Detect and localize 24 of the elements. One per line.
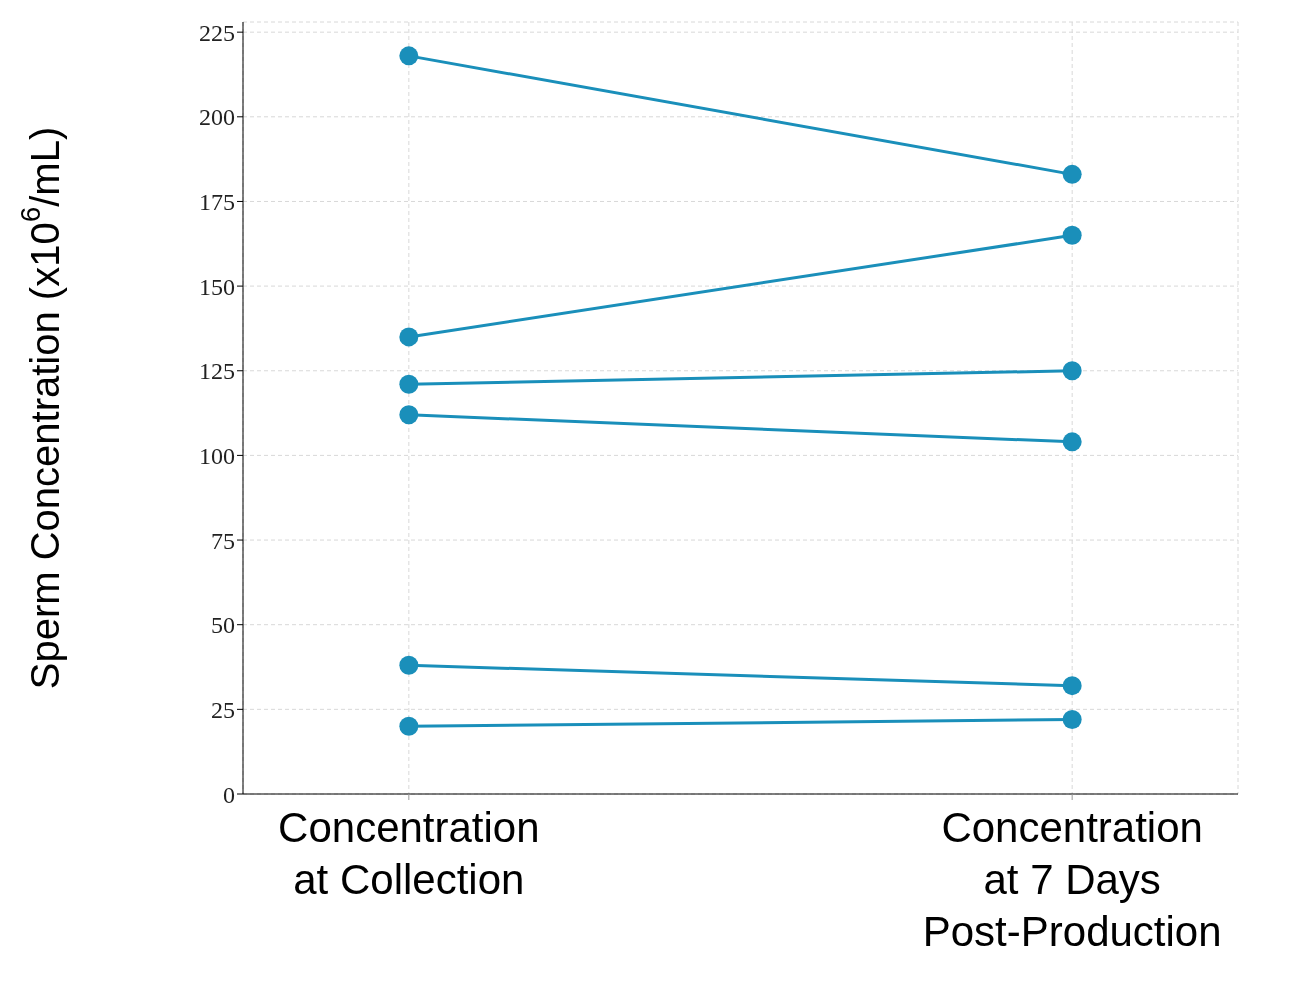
point (1062, 432, 1082, 452)
y-tick-label: 75 (211, 527, 235, 554)
y-tick-label: 125 (199, 358, 235, 385)
y-tick-label: 225 (199, 19, 235, 46)
point (1062, 225, 1082, 245)
point (399, 46, 419, 66)
y-tick-label: 200 (199, 104, 235, 131)
point (1062, 361, 1082, 381)
y-tick-label: 25 (211, 696, 235, 723)
point (1062, 164, 1082, 184)
point (399, 405, 419, 425)
point (1062, 710, 1082, 730)
y-tick-label: 0 (223, 781, 235, 808)
y-tick-label: 175 (199, 188, 235, 215)
point (399, 655, 419, 675)
y-tick-label: 50 (211, 612, 235, 639)
x-tick-label: Concentration at 7 Days Post-Production (922, 804, 1222, 955)
point (399, 327, 419, 347)
y-tick-label: 100 (199, 442, 235, 469)
point (1062, 676, 1082, 696)
point (399, 716, 419, 736)
point (399, 374, 419, 394)
x-tick-label: Concentration at Collection (278, 804, 540, 903)
y-tick-label: 150 (199, 273, 235, 300)
